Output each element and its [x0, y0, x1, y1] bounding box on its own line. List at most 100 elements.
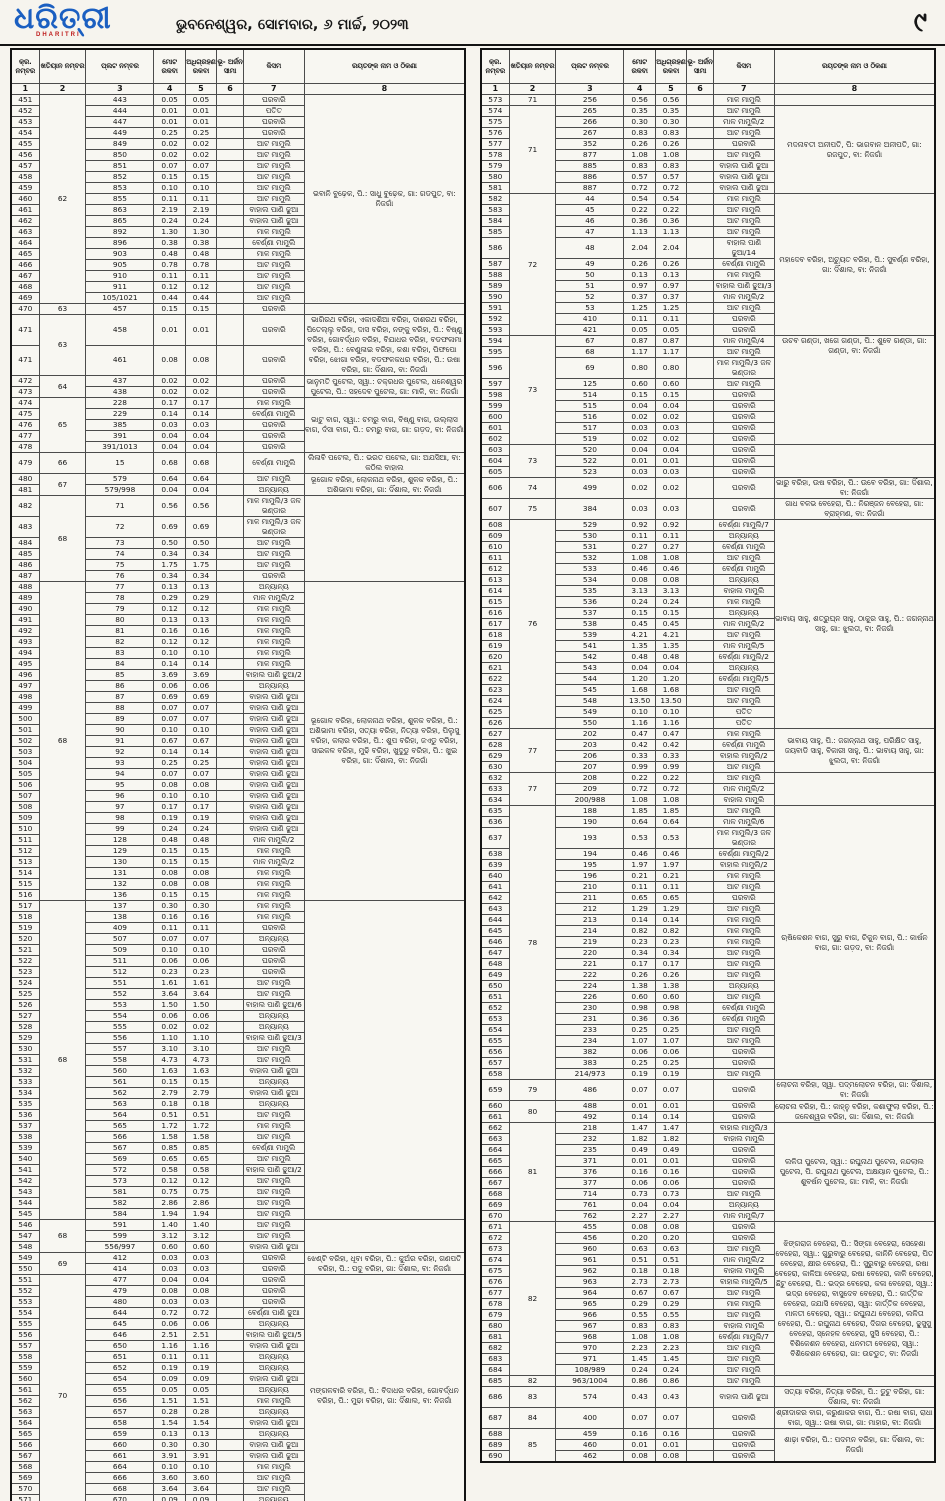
acquisition-limit-cell: [216, 303, 244, 315]
table-row: 505 94 0.07 0.07 ବାହାଲ ପାଣି ଢୁଆ: [10, 768, 465, 780]
kisam-cell: ବାହାଲ ମାମୁଲି: [712, 1320, 775, 1332]
acquisition-limit-cell: [216, 1406, 244, 1418]
acquisition-limit-cell: [686, 1265, 714, 1277]
serial-cell: 456: [10, 149, 40, 161]
acquired-area-cell: 1.40: [184, 1219, 218, 1231]
total-area-cell: 0.17: [153, 801, 186, 813]
acquisition-limit-cell: [216, 570, 244, 582]
acquisition-limit-cell: [216, 386, 244, 398]
serial-cell: 649: [480, 969, 510, 981]
plot-number-cell: 98: [85, 812, 155, 824]
plot-number-cell: 202: [555, 728, 625, 740]
plot-number-cell: 235: [555, 1144, 625, 1156]
kisam-cell: ଆଟ ମାମୁଲି: [712, 958, 775, 970]
acquired-area-cell: 0.29: [654, 1298, 688, 1310]
acquisition-limit-cell: [216, 823, 244, 835]
total-area-cell: 0.05: [153, 1384, 186, 1396]
serial-cell: 460: [10, 193, 40, 205]
kisam-cell: ଘରବାରି: [712, 324, 775, 336]
serial-cell: 679: [480, 1309, 510, 1321]
acquisition-limit-cell: [216, 182, 244, 194]
serial-cell: 674: [480, 1254, 510, 1266]
acquired-area-cell: 0.26: [654, 969, 688, 981]
acquired-area-cell: 0.80: [654, 357, 688, 379]
kisam-cell: ଆଟ ମାମୁଲି: [712, 149, 775, 161]
total-area-cell: 2.04: [623, 237, 656, 259]
plot-number-cell: 94: [85, 768, 155, 780]
serial-cell: 640: [480, 870, 510, 882]
acquisition-limit-cell: [686, 1243, 714, 1255]
column-header: ଖତିୟାନ ନମ୍ବର: [508, 48, 557, 84]
kisam-cell: ମାଳ ମାମୁଲି: [242, 867, 305, 879]
owner-name-cell: ଭବାନି ବୁଢ଼େକ, ପି.: ସାଧୁ ବୁଢ଼େକ, ଗା: ଗଡପୁ…: [303, 94, 466, 304]
total-area-cell: 0.22: [623, 204, 656, 216]
khata-number-cell: 85: [508, 1428, 557, 1463]
acquisition-limit-cell: [216, 1439, 244, 1451]
total-area-cell: 0.80: [623, 357, 656, 379]
kisam-cell: ବାହାଲ ପାଣି ଢୁଆ/2: [242, 1164, 305, 1176]
serial-cell: 514: [10, 867, 40, 879]
serial-cell: 643: [480, 903, 510, 915]
plot-number-cell: 129: [85, 845, 155, 857]
acquired-area-cell: 0.13: [184, 1428, 218, 1440]
table-row: 538 566 1.58 1.58 ଆଟ ମାମୁଲି: [10, 1131, 465, 1143]
acquisition-limit-cell: [686, 149, 714, 161]
total-area-cell: 0.07: [623, 1407, 656, 1429]
serial-cell: 511: [10, 834, 40, 846]
owner-name-cell: ଲଳିତା ପୁଟେଲ, ସ୍ୱା.: ରଘୁନାଥ ପୁଟେଲ, ନନ୍ଦଲା…: [773, 1122, 936, 1222]
total-area-cell: 0.02: [623, 433, 656, 445]
total-area-cell: 0.02: [623, 477, 656, 499]
acquired-area-cell: 0.01: [654, 455, 688, 467]
plot-number-cell: 512: [85, 966, 155, 978]
kisam-cell: ମାଳ ମାମୁଲି: [242, 636, 305, 648]
acquisition-limit-cell: [686, 477, 714, 499]
table-row: 558 651 0.11 0.11 ଅନ୍ୟାନ୍ୟ: [10, 1351, 465, 1363]
table-row: 666 376 0.16 0.16 ଘରବାରି: [480, 1166, 935, 1178]
plot-number-cell: 964: [555, 1287, 625, 1299]
plot-number-cell: 550: [555, 717, 625, 729]
khata-number-cell: 75: [508, 498, 557, 520]
plot-number-cell: 537: [555, 607, 625, 619]
acquired-area-cell: 0.04: [184, 430, 218, 442]
total-area-cell: 0.45: [623, 618, 656, 630]
acquisition-limit-cell: [686, 662, 714, 674]
kisam-cell: ଆଟ ମାମୁଲି: [242, 1054, 305, 1066]
total-area-cell: 0.28: [153, 1406, 186, 1418]
kisam-cell: ମାଳ ମାମୁଲି: [712, 870, 775, 882]
khata-number-cell: 72: [508, 193, 557, 336]
total-area-cell: 1.35: [623, 640, 656, 652]
acquired-area-cell: 0.69: [184, 691, 218, 703]
acquired-area-cell: 0.04: [184, 441, 218, 453]
total-area-cell: 0.12: [153, 1175, 186, 1187]
acquisition-limit-cell: [686, 1035, 714, 1047]
kisam-cell: ବେର୍ଣ୍ଣା ମାମୁଲି: [712, 1013, 775, 1025]
total-area-cell: 0.02: [153, 149, 186, 161]
plot-number-cell: 412: [85, 1252, 155, 1264]
acquisition-limit-cell: [686, 827, 714, 849]
acquired-area-cell: 0.98: [654, 1002, 688, 1014]
total-area-cell: 0.98: [623, 1002, 656, 1014]
acquired-area-cell: 0.67: [184, 735, 218, 747]
acquired-area-cell: 0.23: [184, 966, 218, 978]
plot-number-cell: 218: [555, 1122, 625, 1134]
kisam-cell: ଘରବାରି: [242, 1252, 305, 1264]
table-header: କ୍ର. ନମ୍ବର ଖତିୟାନ ନମ୍ବର ପ୍ଲଟ ନମ୍ବର ମୋଟ ରକବା…: [480, 48, 936, 95]
plot-number-cell: 87: [85, 691, 155, 703]
acquired-area-cell: 0.03: [654, 422, 688, 434]
table-row: 551 70 477 0.04 0.04 ଘରବାରି ମଙ୍ଗଳବାରି ବରିହା, ପ…: [10, 1274, 466, 1501]
acquisition-limit-cell: [216, 441, 244, 453]
acquisition-limit-cell: [686, 881, 714, 893]
table-row: 473 438 0.02 0.02 ଘରବାରି: [10, 386, 465, 398]
acquired-area-cell: 0.58: [184, 1164, 218, 1176]
acquired-area-cell: 0.67: [654, 1287, 688, 1299]
acquired-area-cell: 0.04: [184, 1274, 218, 1286]
acquired-area-cell: 0.07: [184, 768, 218, 780]
column-header: ମୋଟ ରକବା: [623, 48, 656, 84]
acquisition-limit-cell: [686, 1254, 714, 1266]
table-row: 610 531 0.27 0.27 ବେର୍ଣ୍ଣା ମାମୁଲି: [480, 541, 935, 553]
total-area-cell: 0.08: [153, 878, 186, 890]
plot-number-cell: 657: [85, 1406, 155, 1418]
plot-number-cell: 79: [85, 603, 155, 615]
acquired-area-cell: 0.22: [654, 772, 688, 784]
serial-cell: 575: [480, 116, 510, 128]
